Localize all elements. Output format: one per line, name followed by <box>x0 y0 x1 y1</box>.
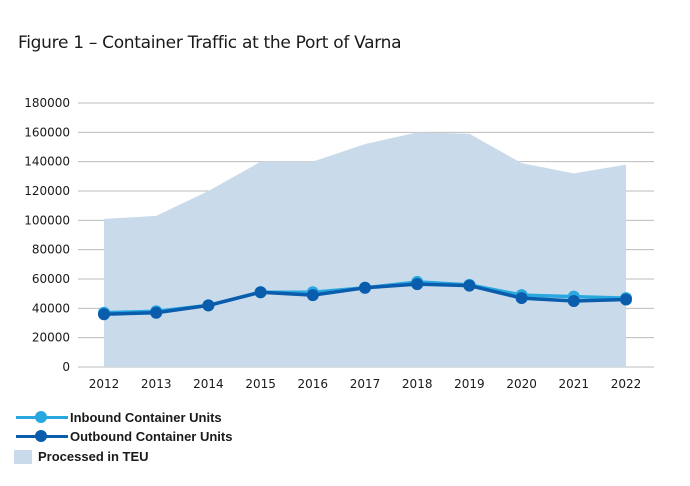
legend-marker-outbound <box>14 427 70 446</box>
point-outbound-2019 <box>463 279 476 292</box>
point-outbound-2020 <box>515 292 528 305</box>
x-tick-label: 2022 <box>611 377 642 391</box>
point-outbound-2022 <box>620 293 632 306</box>
point-outbound-2018 <box>411 278 424 291</box>
chart-title: Figure 1 – Container Traffic at the Port… <box>18 33 402 53</box>
legend-label-inbound: Inbound Container Units <box>70 410 222 425</box>
legend-marker-inbound <box>14 408 70 427</box>
point-outbound-2016 <box>306 289 319 302</box>
chart-legend: Inbound Container Units Outbound Contain… <box>14 408 232 466</box>
x-tick-label: 2015 <box>245 377 276 391</box>
legend-item-processed-teu: Processed in TEU <box>14 447 232 466</box>
x-tick-label: 2016 <box>298 377 329 391</box>
area-processed-teu <box>104 132 626 367</box>
x-tick-label: 2020 <box>506 377 537 391</box>
y-tick-label: 80000 <box>32 243 70 257</box>
x-tick-label: 2018 <box>402 377 433 391</box>
y-tick-label: 0 <box>62 360 70 374</box>
legend-swatch-processed-teu <box>14 449 32 464</box>
x-tick-label: 2017 <box>350 377 381 391</box>
x-tick-label: 2012 <box>89 377 120 391</box>
point-outbound-2021 <box>567 295 580 307</box>
y-tick-label: 20000 <box>32 331 70 345</box>
x-tick-label: 2019 <box>454 377 485 391</box>
point-outbound-2015 <box>254 286 267 299</box>
y-tick-label: 140000 <box>24 155 70 169</box>
y-tick-label: 100000 <box>24 213 70 227</box>
point-outbound-2012 <box>98 308 110 321</box>
point-outbound-2013 <box>150 306 163 319</box>
x-tick-label: 2014 <box>193 377 224 391</box>
legend-label-outbound: Outbound Container Units <box>70 429 233 444</box>
y-tick-label: 40000 <box>32 301 70 315</box>
y-tick-label: 60000 <box>32 272 70 286</box>
y-tick-label: 180000 <box>24 96 70 110</box>
y-tick-label: 160000 <box>24 125 70 139</box>
x-tick-label: 2013 <box>141 377 172 391</box>
x-tick-label: 2021 <box>559 377 590 391</box>
y-tick-label: 120000 <box>24 184 70 198</box>
point-outbound-2014 <box>202 299 215 312</box>
legend-item-inbound: Inbound Container Units <box>14 408 232 427</box>
legend-item-outbound: Outbound Container Units <box>14 427 232 446</box>
legend-label-processed-teu: Processed in TEU <box>38 449 149 464</box>
point-outbound-2017 <box>359 281 371 294</box>
